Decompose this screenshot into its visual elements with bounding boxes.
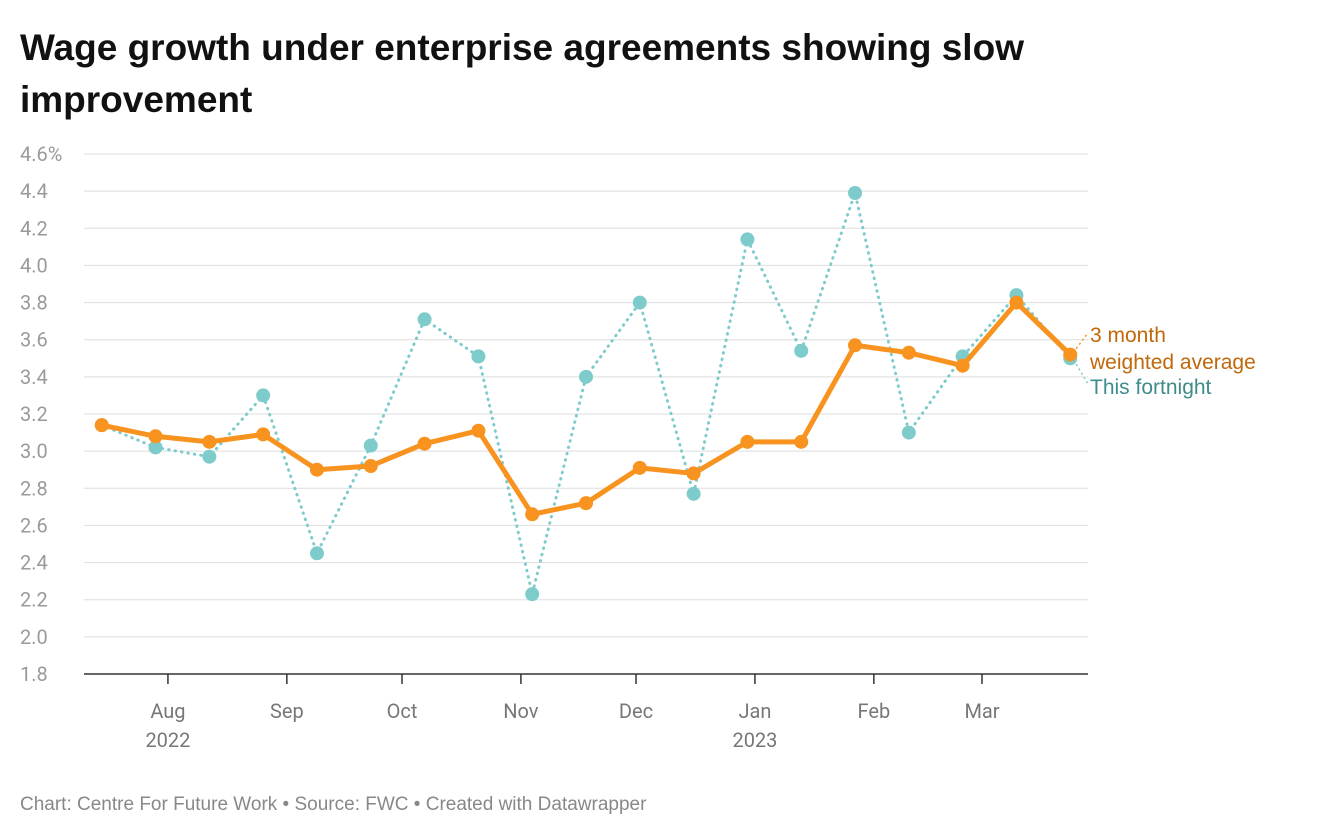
series-point [471, 423, 486, 438]
series-point [1009, 295, 1024, 310]
y-tick-label: 2.8 [20, 476, 48, 500]
chart-title: Wage growth under enterprise agreements … [20, 27, 1024, 120]
series-point [363, 459, 378, 473]
series-point [901, 425, 916, 440]
series-label: 3 month weighted average [1090, 324, 1256, 374]
series-point [579, 369, 593, 384]
y-tick-label: 3.8 [20, 291, 48, 315]
series-point [94, 418, 109, 433]
x-tick-label: Aug [150, 699, 185, 723]
series-point [525, 587, 540, 602]
x-tick-label: Nov [503, 699, 539, 723]
x-tick-label: Mar [964, 699, 999, 723]
y-tick-label: 4.0 [20, 253, 48, 277]
x-tick-label: Sep [270, 699, 304, 723]
series-point [794, 343, 809, 358]
y-tick-label: 2.4 [20, 551, 48, 575]
y-tick-label: 3.2 [20, 402, 48, 426]
x-tick-label: Oct [387, 699, 418, 723]
y-tick-label: 4.4 [20, 179, 48, 203]
y-tick-label: 2.0 [20, 625, 48, 649]
y-tick-label: 2.6 [20, 513, 48, 537]
x-tick-label: Feb [858, 699, 891, 723]
y-tick-label: 3.0 [20, 439, 48, 463]
y-tick-label: 1.8 [20, 662, 48, 686]
series-point [256, 427, 271, 442]
series-point [686, 466, 701, 481]
series-point [525, 507, 540, 522]
x-tick-year: 2022 [145, 728, 190, 752]
series-point [202, 434, 217, 449]
label-leader [1075, 332, 1089, 350]
series-point [901, 345, 916, 360]
y-tick-label: 2.2 [20, 588, 48, 612]
series-point [848, 186, 863, 200]
series-line [100, 191, 1072, 596]
series-point [1063, 347, 1078, 362]
x-tick-label: Jan [738, 699, 771, 723]
series-point [256, 388, 271, 403]
series-point [309, 462, 324, 477]
series-point [417, 312, 432, 327]
series-point [955, 358, 970, 373]
footer: Chart: Centre For Future Work • Source: … [20, 794, 647, 815]
series-point [309, 546, 324, 561]
series-point [148, 429, 163, 444]
series-point [686, 486, 701, 501]
label-leader [1075, 363, 1089, 385]
series-label: This fortnight [1090, 376, 1212, 399]
x-tick-year: 2023 [732, 728, 777, 752]
y-tick-label: 4.6% [20, 142, 62, 166]
series-point [417, 436, 432, 451]
series-point [471, 349, 486, 364]
series-point [579, 496, 593, 511]
y-tick-label: 4.2 [20, 216, 48, 240]
series-point [632, 460, 647, 475]
series-point [148, 440, 163, 455]
series-point [740, 232, 755, 247]
y-tick-label: 3.6 [20, 328, 48, 352]
series-point [848, 338, 863, 353]
x-tick-label: Dec [619, 699, 653, 723]
series-point [363, 438, 378, 453]
series-point [794, 434, 809, 449]
y-tick-label: 3.4 [20, 365, 48, 389]
series-point [202, 449, 217, 464]
series-point [632, 295, 647, 310]
series-point [740, 434, 755, 449]
